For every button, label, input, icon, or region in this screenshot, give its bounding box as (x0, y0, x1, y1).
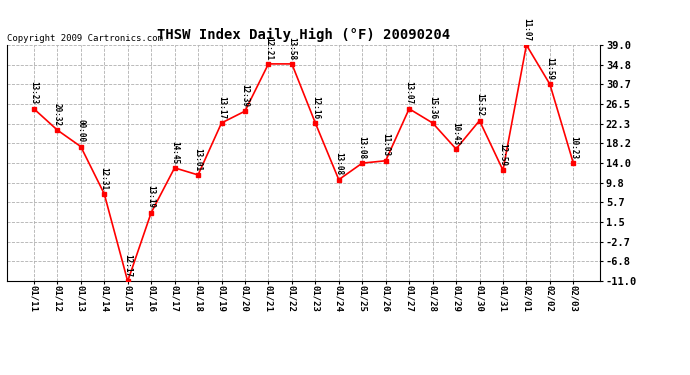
Text: 13:08: 13:08 (334, 152, 344, 176)
Text: 11:07: 11:07 (522, 18, 531, 41)
Text: 12:39: 12:39 (240, 84, 250, 107)
Text: 11:59: 11:59 (545, 57, 554, 80)
Text: 12:21: 12:21 (264, 37, 273, 60)
Text: Copyright 2009 Cartronics.com: Copyright 2009 Cartronics.com (7, 34, 163, 43)
Text: 12:59: 12:59 (498, 143, 507, 166)
Text: 13:17: 13:17 (217, 96, 226, 119)
Text: 12:16: 12:16 (310, 96, 320, 119)
Text: 13:01: 13:01 (194, 148, 203, 171)
Text: 12:31: 12:31 (100, 166, 109, 190)
Text: 11:03: 11:03 (381, 134, 390, 157)
Text: 15:36: 15:36 (428, 96, 437, 119)
Text: 10:43: 10:43 (451, 122, 460, 145)
Title: THSW Index Daily High (°F) 20090204: THSW Index Daily High (°F) 20090204 (157, 28, 450, 42)
Text: 20:32: 20:32 (53, 103, 62, 126)
Text: 13:19: 13:19 (147, 186, 156, 209)
Text: 14:45: 14:45 (170, 141, 179, 164)
Text: 13:23: 13:23 (30, 81, 39, 105)
Text: 10:23: 10:23 (569, 136, 578, 159)
Text: 13:07: 13:07 (404, 81, 413, 105)
Text: 15:52: 15:52 (475, 93, 484, 116)
Text: 00:00: 00:00 (77, 119, 86, 142)
Text: 13:08: 13:08 (357, 136, 367, 159)
Text: 12:17: 12:17 (124, 254, 132, 277)
Text: 13:58: 13:58 (287, 37, 297, 60)
